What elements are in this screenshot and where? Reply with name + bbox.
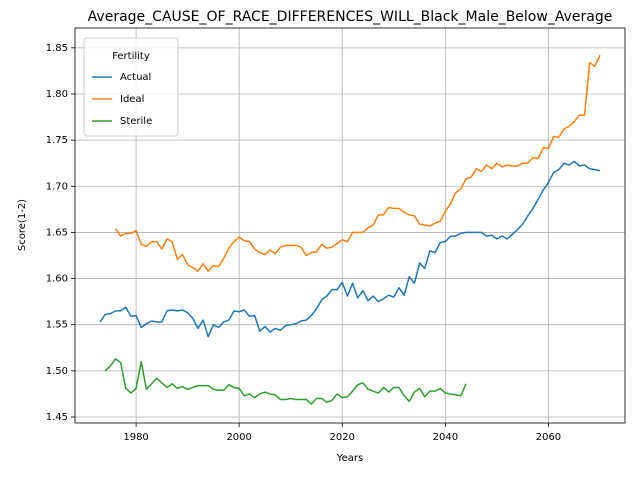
legend-label: Ideal: [120, 94, 144, 105]
y-tick-label: 1.65: [46, 227, 68, 238]
legend-label: Sterile: [120, 116, 152, 127]
y-axis-label: Score(1-2): [17, 199, 28, 251]
legend-title: Fertility: [112, 51, 150, 62]
x-axis-label: Years: [336, 453, 363, 464]
series-line: [99, 160, 601, 338]
y-tick-label: 1.80: [46, 89, 68, 100]
legend-label: Actual: [120, 72, 151, 83]
y-tick-label: 1.70: [46, 181, 68, 192]
plot-frame: [74, 27, 626, 424]
x-tick-label: 2060: [536, 432, 561, 443]
x-tick-label: 2000: [226, 432, 251, 443]
y-tick-label: 1.45: [46, 412, 68, 423]
legend-box: [83, 37, 179, 137]
series-line: [114, 54, 601, 272]
y-tick-label: 1.50: [46, 366, 68, 377]
series-line: [104, 358, 467, 405]
chart-title: Average_CAUSE_OF_RACE_DIFFERENCES_WILL_B…: [88, 9, 613, 25]
x-tick-label: 1980: [123, 432, 148, 443]
y-tick-label: 1.55: [46, 320, 68, 331]
x-tick-label: 2020: [330, 432, 355, 443]
y-tick-label: 1.75: [46, 135, 68, 146]
x-tick-label: 2040: [433, 432, 458, 443]
y-tick-label: 1.85: [46, 43, 68, 54]
y-tick-label: 1.60: [46, 274, 68, 285]
